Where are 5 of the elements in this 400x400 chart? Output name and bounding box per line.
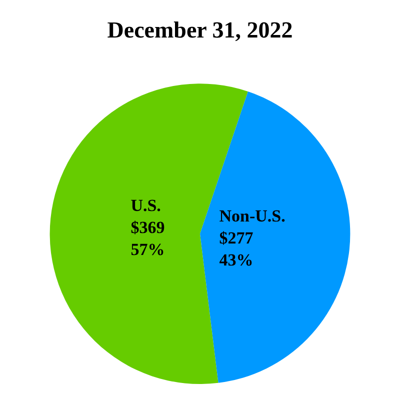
data-label: $277 43% <box>219 228 254 270</box>
slice-label: U.S. <box>130 196 161 215</box>
slice-label: Non-U.S. <box>219 206 286 226</box>
chart-title: December 31, 2022 <box>107 18 293 43</box>
data-label: $369 57% <box>130 218 165 259</box>
